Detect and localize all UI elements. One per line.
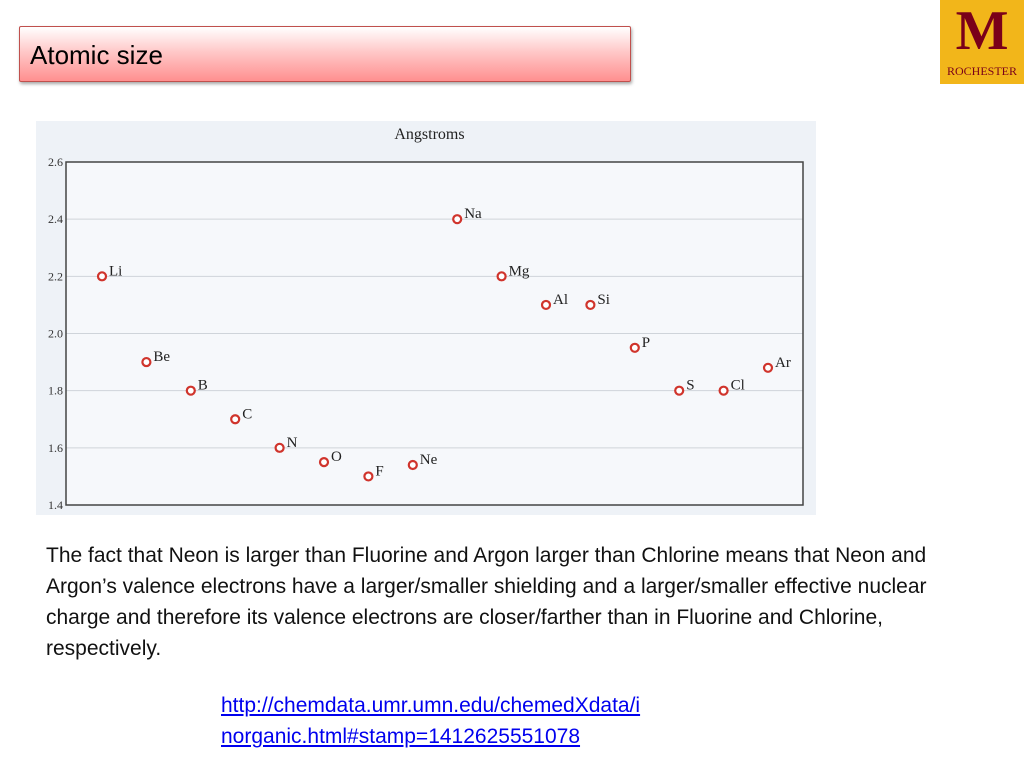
data-point-b bbox=[185, 385, 196, 396]
data-label-na: Na bbox=[464, 206, 482, 222]
data-label-f: F bbox=[375, 463, 383, 479]
university-logo: M ROCHESTER bbox=[940, 0, 1024, 84]
data-point-cl bbox=[718, 385, 729, 396]
source-link-line-1[interactable]: http://chemdata.umr.umn.edu/chemedXdata/… bbox=[221, 694, 641, 717]
data-label-cl: Cl bbox=[731, 378, 745, 394]
data-point-al bbox=[540, 299, 552, 311]
data-label-be: Be bbox=[153, 349, 170, 365]
plot-border bbox=[65, 161, 804, 506]
data-point-c bbox=[230, 414, 241, 425]
y-tick-label: 1.6 bbox=[48, 441, 63, 455]
data-label-o: O bbox=[331, 449, 342, 465]
y-tick-label: 2.2 bbox=[48, 269, 63, 283]
atomic-size-chart: Angstroms 1.4 1.6 1.8 2.0 2.2 2.4 2.6 Li Be B C N O F N… bbox=[36, 121, 816, 515]
data-label-s: S bbox=[686, 378, 694, 394]
data-point-f bbox=[363, 471, 374, 482]
data-label-n: N bbox=[287, 435, 298, 451]
university-m-icon: M bbox=[955, 0, 1009, 62]
data-label-p: P bbox=[642, 335, 650, 351]
slide-title-box: Atomic size bbox=[19, 26, 631, 82]
source-link-line-2[interactable]: norganic.html#stamp=1412625551078 bbox=[221, 725, 581, 748]
source-link[interactable]: http://chemdata.umr.umn.edu/chemedXdata/… bbox=[221, 690, 741, 752]
data-label-si: Si bbox=[597, 292, 610, 308]
chart-svg: Angstroms 1.4 1.6 1.8 2.0 2.2 2.4 2.6 Li Be B C N O F N… bbox=[48, 126, 804, 512]
data-label-mg: Mg bbox=[509, 263, 530, 279]
data-label-ne: Ne bbox=[420, 452, 438, 468]
y-tick-label: 1.8 bbox=[48, 384, 63, 398]
data-point-ar bbox=[762, 362, 774, 373]
y-tick-label: 2.0 bbox=[48, 327, 63, 341]
data-label-al: Al bbox=[553, 292, 568, 308]
logo-wordmark: ROCHESTER bbox=[946, 64, 1017, 78]
data-point-na bbox=[452, 214, 463, 225]
explanation-text: The fact that Neon is larger than Fluori… bbox=[46, 544, 927, 660]
data-label-ar: Ar bbox=[775, 355, 791, 371]
slide-title: Atomic size bbox=[30, 40, 163, 70]
data-label-c: C bbox=[242, 406, 252, 422]
y-tick-label: 2.6 bbox=[48, 155, 63, 169]
data-label-b: B bbox=[198, 378, 208, 394]
data-point-p bbox=[629, 342, 640, 353]
data-point-ne bbox=[407, 459, 418, 471]
data-point-si bbox=[585, 299, 596, 311]
chart-title: Angstroms bbox=[394, 126, 464, 143]
data-point-n bbox=[274, 442, 285, 453]
data-label-li: Li bbox=[109, 263, 122, 279]
y-tick-label: 2.4 bbox=[48, 212, 63, 226]
data-point-o bbox=[318, 457, 330, 468]
data-point-s bbox=[674, 385, 685, 396]
data-point-mg bbox=[496, 271, 507, 282]
data-point-be bbox=[141, 356, 152, 368]
y-tick-label: 1.4 bbox=[48, 498, 63, 512]
data-point-li bbox=[96, 271, 108, 282]
